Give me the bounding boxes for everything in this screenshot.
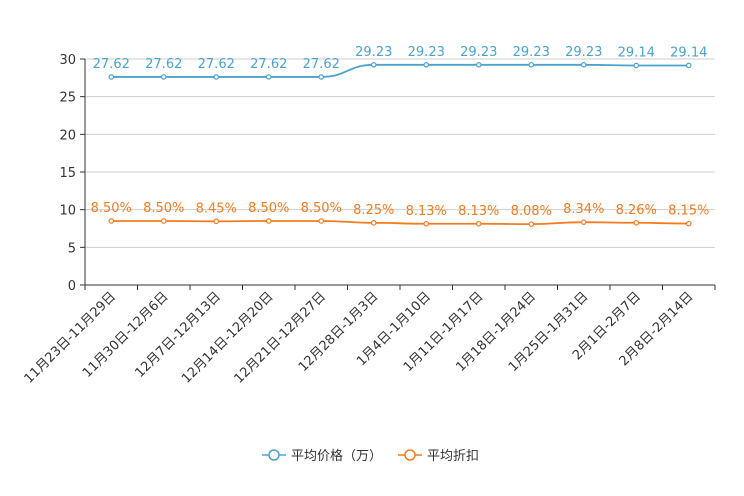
data-point [318,74,325,80]
data-label: 29.23 [565,45,602,60]
series-line-1 [111,220,689,226]
data-point [265,74,272,80]
legend-item-0[interactable]: 平均价格（万） [262,448,382,464]
data-point [160,74,167,80]
axes: 05101520253011月23日-11月29日11月30日-12月6日12月… [22,53,716,387]
y-tick-label: 0 [68,279,76,294]
data-point [475,62,482,68]
y-tick-label: 10 [59,204,76,219]
data-point [370,220,377,226]
data-point [685,62,692,69]
data-point [528,62,535,68]
data-point [265,218,272,224]
data-label: 29.23 [355,45,392,60]
y-tick-label: 25 [59,91,76,106]
data-label: 8.50% [143,201,184,216]
y-tick-label: 20 [59,128,76,143]
y-tick-label: 5 [68,241,76,256]
data-point [423,220,430,227]
legend-label: 平均折扣 [427,449,479,464]
data-label: 8.50% [248,201,289,216]
data-labels: 27.62 27.62 27.62 27.62 27.62 29.23 29.23 29.23… [91,45,710,219]
data-point [633,62,640,69]
data-point [580,219,587,225]
data-label: 8.25% [353,203,394,218]
data-point [423,62,430,68]
data-label: 8.08% [511,204,552,219]
data-label: 27.62 [303,57,340,72]
x-tick-label: 11月23日-11月29日 [22,289,119,386]
data-label: 8.50% [301,201,342,216]
data-point [213,218,220,225]
data-label: 8.13% [458,204,499,219]
data-point [475,220,482,227]
series-lines [108,62,692,227]
data-label: 8.45% [196,201,237,216]
data-point [108,218,115,224]
data-label: 27.62 [198,57,235,72]
legend-item-1[interactable]: 平均折扣 [398,449,479,464]
data-point [633,219,640,226]
data-label: 8.50% [91,201,132,216]
data-label: 8.15% [668,204,709,219]
data-label: 29.23 [460,45,497,60]
data-label: 29.23 [408,45,445,60]
legend-marker [268,449,280,461]
data-label: 27.62 [145,57,182,72]
data-label: 29.14 [670,45,707,60]
data-label: 29.14 [618,45,655,60]
data-label: 29.23 [513,45,550,60]
data-point [108,74,115,80]
series-line-0 [111,63,689,78]
y-tick-label: 15 [59,166,76,181]
data-point [318,218,325,224]
data-point [370,62,377,68]
x-tick-label: 12月21日-12月27日 [232,289,329,386]
data-label: 27.62 [250,57,287,72]
data-point [528,221,535,227]
data-label: 8.13% [406,204,447,219]
data-label: 27.62 [93,57,130,72]
data-point [160,218,167,224]
legend[interactable]: 平均价格（万） 平均折扣 [262,448,479,464]
data-label: 8.26% [616,203,657,218]
data-point [213,74,220,80]
grid-lines [85,58,715,248]
x-tick-label: 12月14日-12月20日 [179,289,276,386]
data-point [685,220,692,227]
legend-marker [404,449,416,461]
y-tick-label: 30 [59,53,76,68]
data-point [580,62,587,68]
data-label: 8.34% [563,202,604,217]
legend-label: 平均价格（万） [291,448,382,464]
